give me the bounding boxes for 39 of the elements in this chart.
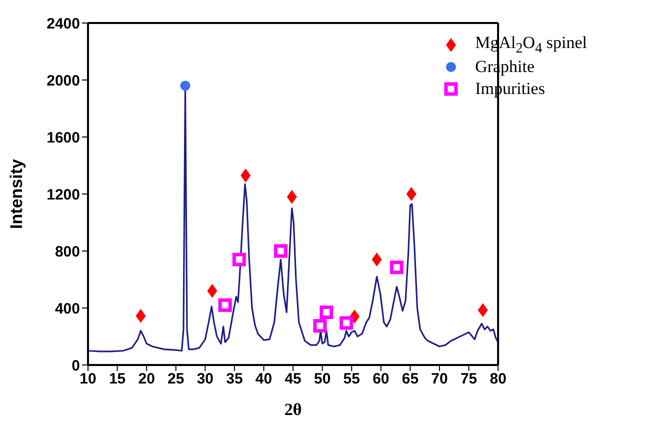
- x-tick-label: 65: [402, 370, 419, 388]
- point: [240, 168, 251, 182]
- x-tick-label: 75: [460, 370, 478, 388]
- x-tick-label: 70: [431, 370, 448, 388]
- x-tick-label: 15: [108, 370, 126, 388]
- y-tick-label: 1600: [46, 129, 80, 146]
- y-tick-label: 2400: [46, 15, 80, 32]
- point: [232, 252, 246, 266]
- x-tick-label: 25: [168, 370, 184, 388]
- point: [340, 316, 354, 330]
- point: [478, 303, 488, 318]
- point: [218, 298, 232, 312]
- x-tick-label: 45: [284, 370, 302, 388]
- x-tick-label: 20: [138, 370, 155, 388]
- x-tick-label: 35: [226, 370, 243, 388]
- y-tick-label: 1200: [46, 186, 80, 204]
- point: [207, 284, 218, 298]
- x-tick-label: 50: [314, 370, 331, 388]
- y-tick-label: 0: [72, 357, 80, 374]
- point: [390, 260, 404, 274]
- point: [286, 190, 297, 204]
- point: [320, 306, 334, 320]
- point: [406, 187, 416, 201]
- y-tick-label: 800: [54, 243, 80, 260]
- y-tick-label: 400: [54, 300, 80, 318]
- x-tick-label: 80: [490, 370, 506, 388]
- y-tick-label: 2000: [46, 72, 80, 90]
- x-tick-label: 40: [255, 370, 272, 388]
- x-tick-label: 55: [343, 370, 360, 388]
- x-axis-title: 2θ: [284, 400, 302, 419]
- point: [313, 319, 327, 333]
- point: [372, 252, 382, 267]
- y-axis-title: Intensity: [7, 158, 26, 229]
- x-tick-label: 30: [196, 370, 214, 388]
- point: [274, 244, 288, 258]
- x-tick-label: 10: [80, 370, 96, 388]
- point: [180, 80, 190, 91]
- point: [136, 308, 146, 323]
- x-tick-label: 60: [372, 370, 390, 388]
